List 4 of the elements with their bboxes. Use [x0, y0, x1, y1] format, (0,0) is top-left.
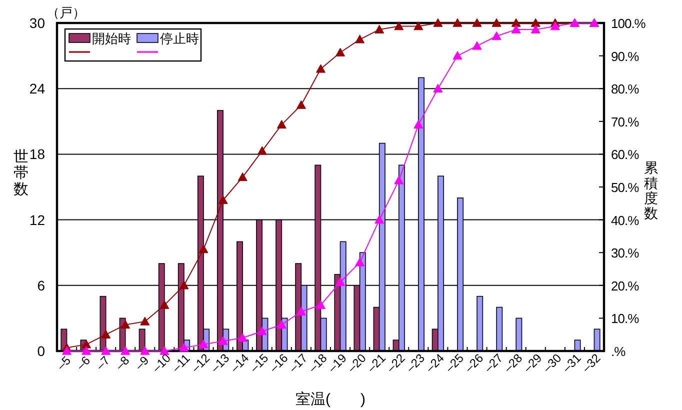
- xlabel: 室温( ): [296, 391, 366, 408]
- ylabel: 世帯数: [14, 148, 28, 198]
- annotation: （戸）: [46, 5, 86, 20]
- y2label: 累積度数: [644, 160, 658, 221]
